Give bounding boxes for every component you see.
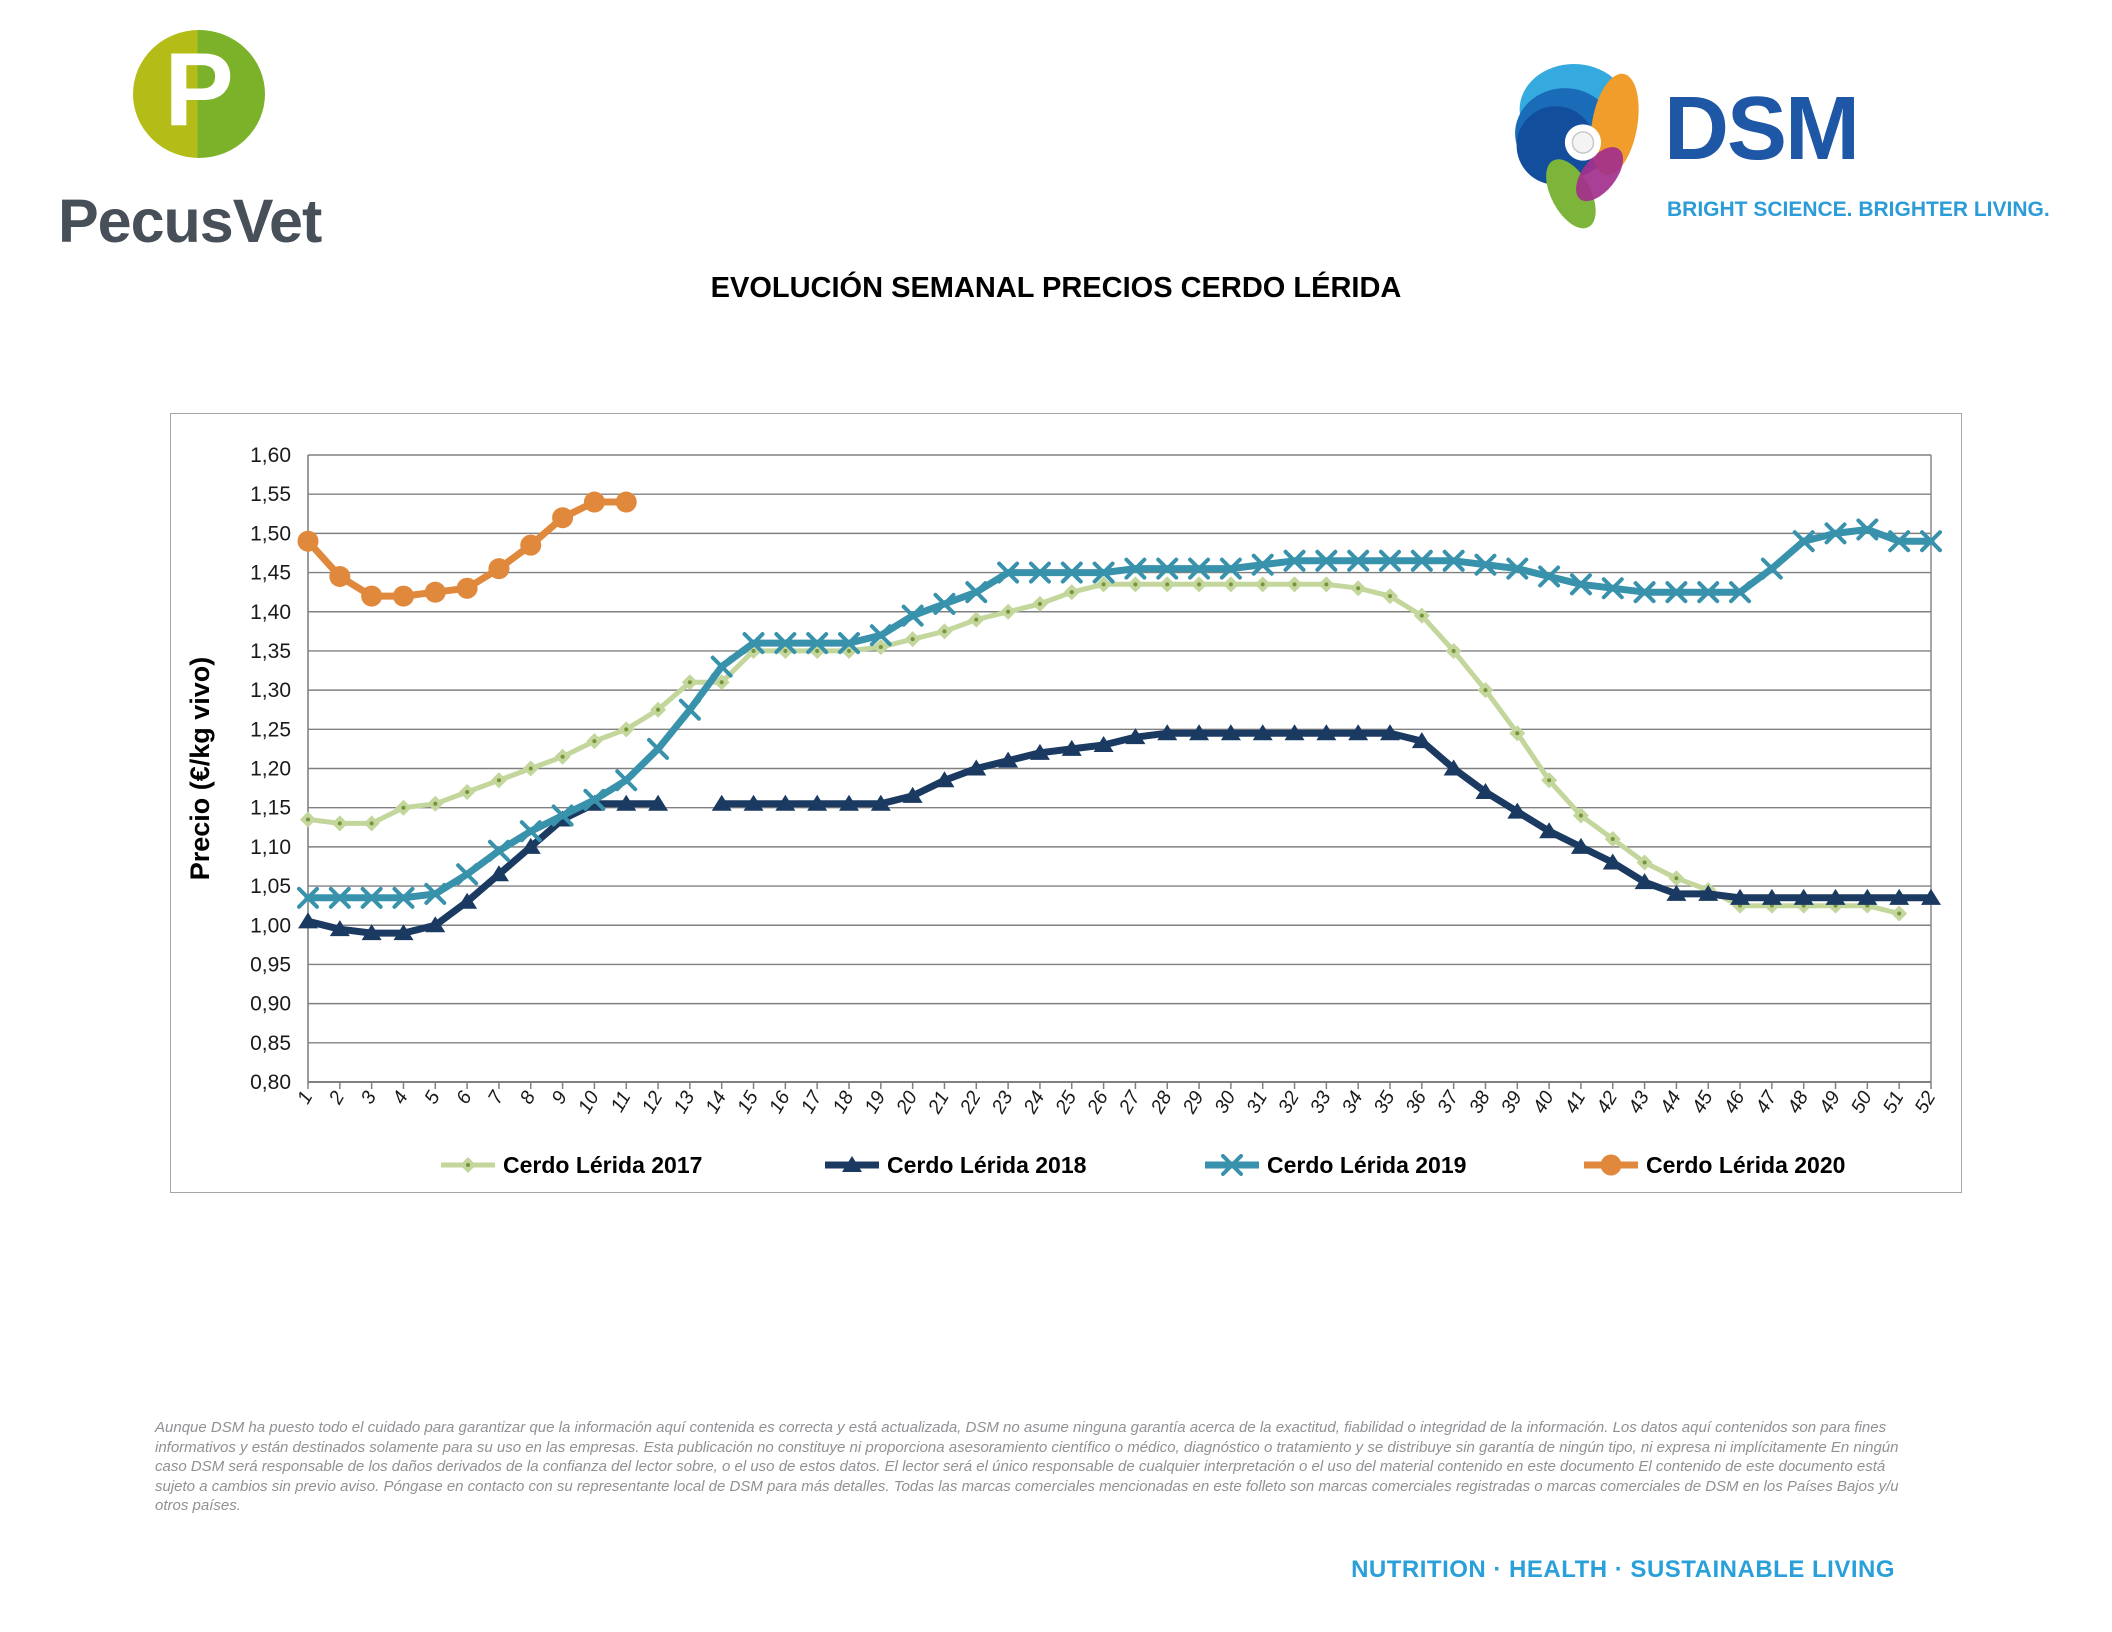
x-axis-label: 16 <box>765 1087 795 1117</box>
series-cerdo-lérida-2018 <box>298 724 1941 941</box>
x-axis-label: 29 <box>1178 1087 1208 1118</box>
x-axis-label: 39 <box>1497 1087 1527 1117</box>
series-cerdo-lérida-2017 <box>300 576 1908 922</box>
x-axis-label: 26 <box>1083 1087 1113 1118</box>
grid-and-axes: 0,80 0,85 0,90 0,95 1,00 1,05 1,10 1,15 1,20 1,25… <box>250 444 1932 1094</box>
x-axis-label: 52 <box>1910 1087 1940 1117</box>
x-axis-label: 33 <box>1306 1087 1336 1117</box>
x-axis-label: 48 <box>1783 1087 1813 1117</box>
legend-label: Cerdo Lérida 2020 <box>1646 1152 1845 1178</box>
x-axis-label: 47 <box>1751 1087 1781 1118</box>
x-axis-label: 35 <box>1369 1087 1399 1117</box>
x-axis-label: 10 <box>574 1087 604 1117</box>
x-axis-label: 32 <box>1274 1087 1304 1117</box>
price-chart: 0,80 0,85 0,90 0,95 1,00 1,05 1,10 1,15 1,20 1,25… <box>185 444 1942 1178</box>
x-axis-label: 34 <box>1338 1087 1368 1117</box>
x-axis-label: 27 <box>1114 1087 1145 1119</box>
y-axis-label: 1,20 <box>250 758 291 781</box>
pecusvet-wordmark: PecusVet <box>58 187 322 255</box>
x-axis-label: 45 <box>1688 1087 1718 1117</box>
x-axis-label: 19 <box>860 1087 890 1117</box>
legend-label: Cerdo Lérida 2018 <box>887 1152 1087 1178</box>
pecusvet-logo-letter: P <box>164 32 234 148</box>
x-axis: 1 2 3 4 5 6 7 8 9 10 11 12 13 14 15 16 17 18 19 20 21 22 23 24 2… <box>293 1082 1940 1119</box>
y-axis-label: 0,80 <box>250 1071 291 1094</box>
x-axis-label: 24 <box>1019 1087 1049 1118</box>
x-axis-label: 14 <box>701 1087 731 1117</box>
y-axis-label: 1,60 <box>250 444 291 467</box>
x-axis-label: 36 <box>1401 1087 1431 1117</box>
x-axis-label: 42 <box>1592 1087 1622 1117</box>
legend-item-cerdo-lérida-2019: Cerdo Lérida 2019 <box>1205 1152 1466 1178</box>
x-axis-label: 12 <box>637 1087 667 1117</box>
x-axis-label: 43 <box>1624 1087 1654 1117</box>
x-axis-label: 1 <box>293 1088 317 1108</box>
legend-label: Cerdo Lérida 2017 <box>503 1152 702 1178</box>
x-axis-label: 17 <box>797 1087 827 1118</box>
x-axis-label: 18 <box>828 1087 858 1117</box>
x-axis-label: 15 <box>733 1087 763 1117</box>
dsm-logo-icon <box>1515 64 1639 229</box>
x-axis-label: 50 <box>1847 1087 1877 1117</box>
y-axis-label: 1,00 <box>250 914 291 937</box>
y-axis-label: 0,95 <box>250 953 291 976</box>
legend-item-cerdo-lérida-2018: Cerdo Lérida 2018 <box>825 1152 1087 1178</box>
x-axis-label: 46 <box>1719 1087 1749 1117</box>
y-axis-label: 1,25 <box>250 718 291 741</box>
x-axis-label: 41 <box>1560 1088 1590 1118</box>
x-axis-label: 6 <box>452 1087 477 1108</box>
chart-frame: 0,80 0,85 0,90 0,95 1,00 1,05 1,10 1,15 1,20 1,25… <box>170 413 1962 1193</box>
x-axis-label: 28 <box>1146 1087 1176 1118</box>
y-axis-label: 1,10 <box>250 836 291 859</box>
x-axis-label: 51 <box>1879 1088 1909 1118</box>
y-axis-title: Precio (€/kg vivo) <box>185 657 215 881</box>
y-axis-label: 1,40 <box>250 601 291 624</box>
pecusvet-logo-icon: P <box>133 30 265 158</box>
y-axis-label: 0,85 <box>250 1032 291 1055</box>
y-axis-label: 1,45 <box>250 562 291 585</box>
x-axis-label: 23 <box>987 1087 1017 1118</box>
disclaimer-text: Aunque DSM ha puesto todo el cuidado par… <box>155 1419 1899 1514</box>
y-axis-label: 1,55 <box>250 483 291 506</box>
x-axis-label: 13 <box>669 1087 699 1117</box>
chart-legend: Cerdo Lérida 2017 Cerdo Lérida 2018 Cerdo … <box>441 1152 1845 1178</box>
legend-item-cerdo-lérida-2017: Cerdo Lérida 2017 <box>441 1152 702 1178</box>
x-axis-label: 25 <box>1051 1087 1081 1118</box>
x-axis-label: 9 <box>547 1087 572 1108</box>
x-axis-label: 11 <box>606 1088 635 1117</box>
y-axis-label: 1,05 <box>250 875 291 898</box>
series-cerdo-lérida-2019 <box>297 518 1942 909</box>
x-axis-label: 40 <box>1529 1087 1559 1117</box>
x-axis-label: 3 <box>356 1087 381 1108</box>
x-axis-label: 8 <box>516 1087 541 1108</box>
y-axis-label: 1,50 <box>250 522 291 545</box>
dsm-slogan: NUTRITION · HEALTH · SUSTAINABLE LIVING <box>1351 1556 1895 1583</box>
legend-item-cerdo-lérida-2020: Cerdo Lérida 2020 <box>1584 1152 1845 1178</box>
y-axis-label: 1,30 <box>250 679 291 702</box>
x-axis-label: 20 <box>892 1087 922 1118</box>
x-axis-label: 49 <box>1815 1087 1845 1117</box>
dsm-wordmark: DSM <box>1664 79 1860 179</box>
chart-title: EVOLUCIÓN SEMANAL PRECIOS CERDO LÉRIDA <box>710 272 1402 304</box>
x-axis-label: 44 <box>1656 1087 1686 1117</box>
x-axis-label: 22 <box>955 1087 985 1118</box>
x-axis-label: 21 <box>923 1088 953 1119</box>
x-axis-label: 30 <box>1210 1087 1240 1117</box>
x-axis-label: 4 <box>388 1087 413 1108</box>
dsm-tagline: BRIGHT SCIENCE. BRIGHTER LIVING. <box>1667 198 2050 221</box>
x-axis-label: 38 <box>1465 1087 1495 1117</box>
x-axis-label: 2 <box>324 1087 349 1108</box>
x-axis-label: 31 <box>1242 1088 1272 1118</box>
y-axis-label: 1,15 <box>250 797 291 820</box>
y-axis-label: 0,90 <box>250 993 291 1016</box>
x-axis-label: 37 <box>1433 1087 1463 1118</box>
y-axis-label: 1,35 <box>250 640 291 663</box>
x-axis-label: 7 <box>484 1087 509 1108</box>
x-axis-label: 5 <box>420 1087 445 1108</box>
legend-label: Cerdo Lérida 2019 <box>1267 1152 1466 1178</box>
series-cerdo-lérida-2020 <box>297 491 637 607</box>
